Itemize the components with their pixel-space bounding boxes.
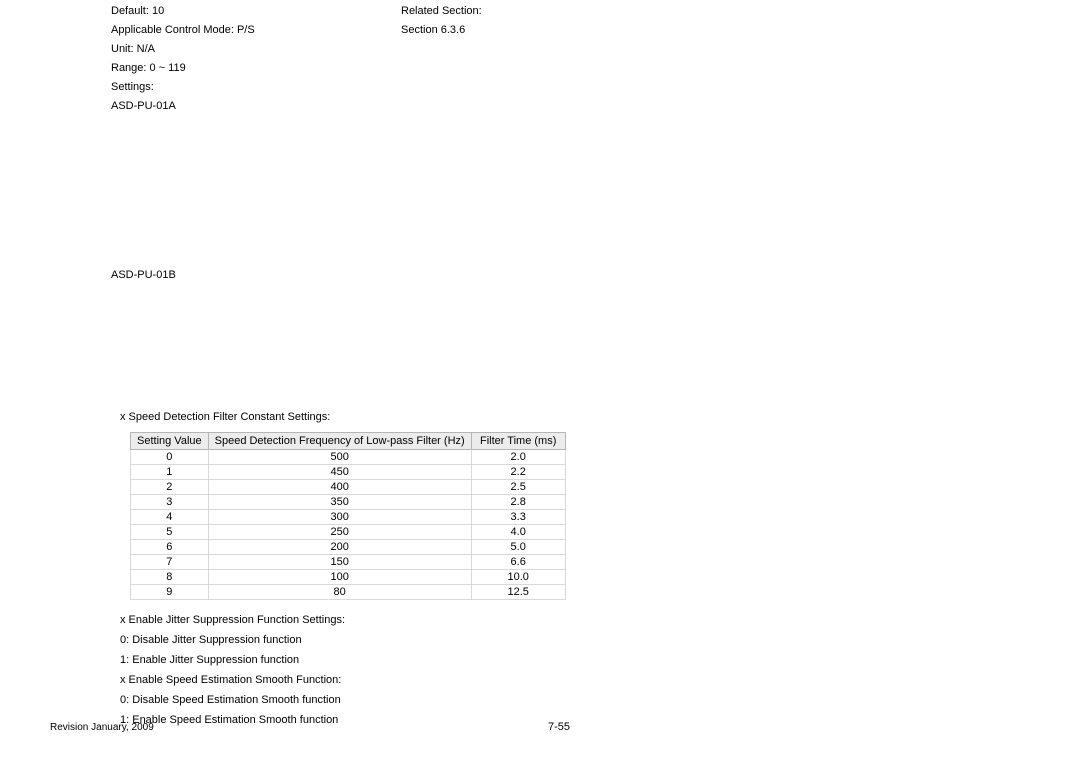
table-row: 24002.5 xyxy=(131,480,566,495)
asda-line: ASD-PU-01A xyxy=(111,97,401,116)
col-frequency: Speed Detection Frequency of Low-pass Fi… xyxy=(208,433,471,450)
table-cell: 8 xyxy=(131,570,209,585)
table-cell: 10.0 xyxy=(471,570,565,585)
range-line: Range: 0 ~ 119 xyxy=(111,59,401,78)
table-row: 810010.0 xyxy=(131,570,566,585)
related-section-value: Section 6.3.6 xyxy=(401,21,571,40)
table-row: 14502.2 xyxy=(131,465,566,480)
table-cell: 4 xyxy=(131,510,209,525)
table-cell: 80 xyxy=(208,585,471,600)
table-cell: 250 xyxy=(208,525,471,540)
speed-detection-table: Setting Value Speed Detection Frequency … xyxy=(130,432,566,600)
table-row: 62005.0 xyxy=(131,540,566,555)
table-cell: 6 xyxy=(131,540,209,555)
table-cell: 3 xyxy=(131,495,209,510)
table-cell: 350 xyxy=(208,495,471,510)
table-header-row: Setting Value Speed Detection Frequency … xyxy=(131,433,566,450)
table-cell: 500 xyxy=(208,450,471,465)
mode-line: Applicable Control Mode: P/S xyxy=(111,21,401,40)
speed-detection-title: x Speed Detection Filter Constant Settin… xyxy=(120,411,571,423)
table-cell: 200 xyxy=(208,540,471,555)
table-cell: 5 xyxy=(131,525,209,540)
table-cell: 450 xyxy=(208,465,471,480)
jitter-title: x Enable Jitter Suppression Function Set… xyxy=(120,610,571,630)
revision-label: Revision January, 2009 xyxy=(50,722,154,733)
page-number: 7-55 xyxy=(548,721,570,733)
table-cell: 2.0 xyxy=(471,450,565,465)
col-filter-time: Filter Time (ms) xyxy=(471,433,565,450)
default-line: Default: 10 xyxy=(111,2,401,21)
table-cell: 2.8 xyxy=(471,495,565,510)
table-cell: 400 xyxy=(208,480,471,495)
jitter-enable: 1: Enable Jitter Suppression function xyxy=(120,650,571,670)
table-row: 43003.3 xyxy=(131,510,566,525)
table-cell: 12.5 xyxy=(471,585,565,600)
table-cell: 7 xyxy=(131,555,209,570)
table-row: 71506.6 xyxy=(131,555,566,570)
settings-line: Settings: xyxy=(111,78,401,97)
table-cell: 6.6 xyxy=(471,555,565,570)
related-section-label: Related Section: xyxy=(401,2,571,21)
table-cell: 2.2 xyxy=(471,465,565,480)
col-setting-value: Setting Value xyxy=(131,433,209,450)
speed-est-title: x Enable Speed Estimation Smooth Functio… xyxy=(120,670,571,690)
table-cell: 300 xyxy=(208,510,471,525)
speed-est-disable: 0: Disable Speed Estimation Smooth funct… xyxy=(120,690,571,710)
table-cell: 0 xyxy=(131,450,209,465)
table-cell: 2.5 xyxy=(471,480,565,495)
asdb-line: ASD-PU-01B xyxy=(111,269,571,281)
table-cell: 2 xyxy=(131,480,209,495)
table-cell: 1 xyxy=(131,465,209,480)
table-row: 05002.0 xyxy=(131,450,566,465)
unit-line: Unit: N/A xyxy=(111,40,401,59)
table-row: 52504.0 xyxy=(131,525,566,540)
table-cell: 5.0 xyxy=(471,540,565,555)
table-cell: 9 xyxy=(131,585,209,600)
table-row: 33502.8 xyxy=(131,495,566,510)
table-cell: 3.3 xyxy=(471,510,565,525)
table-cell: 4.0 xyxy=(471,525,565,540)
table-row: 98012.5 xyxy=(131,585,566,600)
table-cell: 150 xyxy=(208,555,471,570)
table-cell: 100 xyxy=(208,570,471,585)
jitter-disable: 0: Disable Jitter Suppression function xyxy=(120,630,571,650)
